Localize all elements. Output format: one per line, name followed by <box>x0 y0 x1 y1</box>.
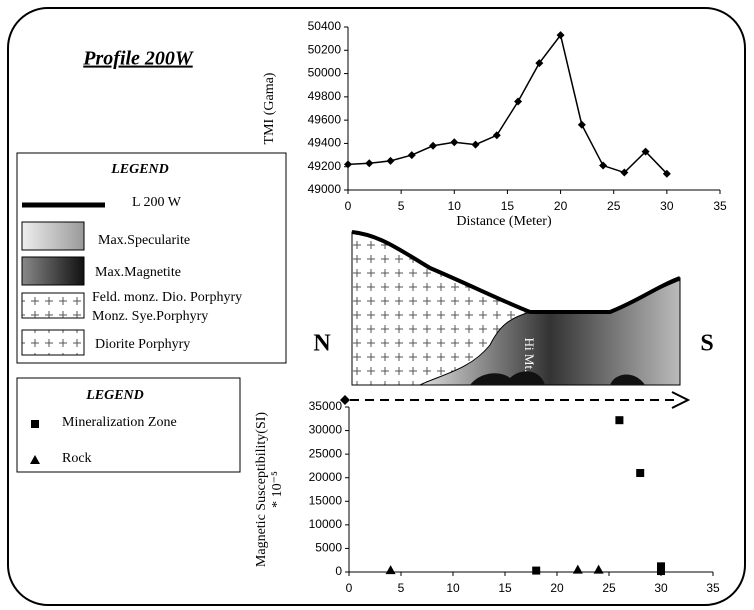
data-point <box>535 59 544 68</box>
section-label: Hi Mt. <box>522 338 537 373</box>
x-tick-label: 10 <box>446 581 460 595</box>
y-tick-label: 35000 <box>309 399 343 413</box>
data-point <box>471 140 480 149</box>
x-tick-label: 25 <box>602 581 616 595</box>
profile-line <box>351 230 681 314</box>
y-tick-label: 15000 <box>309 493 343 507</box>
data-point <box>514 97 523 106</box>
data-point <box>657 562 665 571</box>
x-tick-label: 15 <box>501 199 515 213</box>
south-label: S <box>700 331 713 357</box>
legend-title: LEGEND <box>85 388 144 403</box>
arrow-head <box>671 391 691 409</box>
data-point <box>385 565 396 575</box>
data-point <box>386 156 395 165</box>
y-tick-label: 50000 <box>308 66 342 80</box>
data-point <box>615 416 624 425</box>
legend-swatch <box>21 256 85 286</box>
data-point <box>636 469 645 477</box>
legend-marker <box>31 420 39 428</box>
y-tick-label: 49800 <box>308 89 342 103</box>
data-point <box>365 159 374 168</box>
data-point <box>429 141 438 150</box>
y-tick-label: 20000 <box>309 470 343 484</box>
legend-label: Feld. monz. Dio. Porphyry <box>92 290 242 305</box>
y-tick-label: 50400 <box>308 19 342 33</box>
y-tick-label: 49400 <box>308 136 342 150</box>
x-tick-label: 10 <box>448 199 462 213</box>
data-point <box>599 161 608 170</box>
y-tick-label: 49600 <box>308 112 342 126</box>
legend-label: Max.Specularite <box>98 233 190 248</box>
scatter-legend: LEGEND Mineralization Zone Rock <box>16 377 241 473</box>
x-tick-label: 0 <box>346 581 353 595</box>
y-tick-label: 49200 <box>308 159 342 173</box>
data-point <box>641 147 650 156</box>
legend-swatch <box>21 329 85 356</box>
x-tick-label: 35 <box>713 199 727 213</box>
data-point <box>662 169 671 178</box>
data-point <box>532 566 541 575</box>
y-tick-label: 5000 <box>315 541 342 555</box>
x-tick-label: 15 <box>498 581 512 595</box>
data-point <box>577 120 586 129</box>
y-tick-label: 49000 <box>308 182 342 196</box>
frame <box>7 7 746 606</box>
legend-label: Diorite Porphyry <box>95 337 190 352</box>
magnetite-core <box>470 371 645 385</box>
data-point <box>657 567 665 576</box>
x-tick-label: 30 <box>654 581 668 595</box>
y-axis-title: Magnetic Susceptibility(SI) <box>254 412 269 567</box>
arrow-start <box>340 395 350 405</box>
figure-title: Profile 200W <box>82 48 194 70</box>
legend-swatch <box>21 292 85 319</box>
legend-label: Monz. Sye.Porphyry <box>92 309 208 324</box>
y-axis-title: * 10⁻⁵ <box>270 471 285 508</box>
north-label: N <box>313 331 331 357</box>
data-point <box>407 151 416 160</box>
data-point <box>344 160 352 169</box>
x-axis-title: Distance (Meter) <box>456 214 552 229</box>
x-tick-label: 20 <box>554 199 568 213</box>
data-point <box>450 138 459 147</box>
legend-marker <box>30 455 40 464</box>
data-point <box>593 564 604 574</box>
y-tick-label: 10000 <box>309 517 343 531</box>
cross-section: Hi Mt. N S <box>313 230 714 409</box>
x-tick-label: 25 <box>607 199 621 213</box>
x-tick-label: 30 <box>660 199 674 213</box>
section-legend: LEGEND L 200 W Max.Specularite Max.Magne… <box>16 152 287 364</box>
data-point <box>492 131 501 140</box>
data-point <box>572 564 583 574</box>
legend-label: L 200 W <box>132 195 182 210</box>
data-point <box>620 168 629 177</box>
legend-box <box>16 377 241 473</box>
x-tick-label: 5 <box>398 581 405 595</box>
x-tick-label: 0 <box>345 199 352 213</box>
legend-title: LEGEND <box>110 162 169 177</box>
data-point <box>556 31 565 40</box>
y-tick-label: 0 <box>335 564 342 578</box>
x-tick-label: 5 <box>398 199 405 213</box>
legend-swatch <box>21 221 85 251</box>
y-axis-title: TMI (Gama) <box>262 72 277 144</box>
legend-label: Rock <box>62 451 92 466</box>
x-tick-label: 35 <box>706 581 720 595</box>
legend-label: Max.Magnetite <box>95 265 181 280</box>
x-tick-label: 20 <box>550 581 564 595</box>
y-tick-label: 50200 <box>308 42 342 56</box>
y-tick-label: 30000 <box>309 423 343 437</box>
legend-box <box>16 152 287 364</box>
y-tick-label: 25000 <box>309 446 343 460</box>
data-line <box>347 33 668 175</box>
legend-label: Mineralization Zone <box>62 415 177 430</box>
